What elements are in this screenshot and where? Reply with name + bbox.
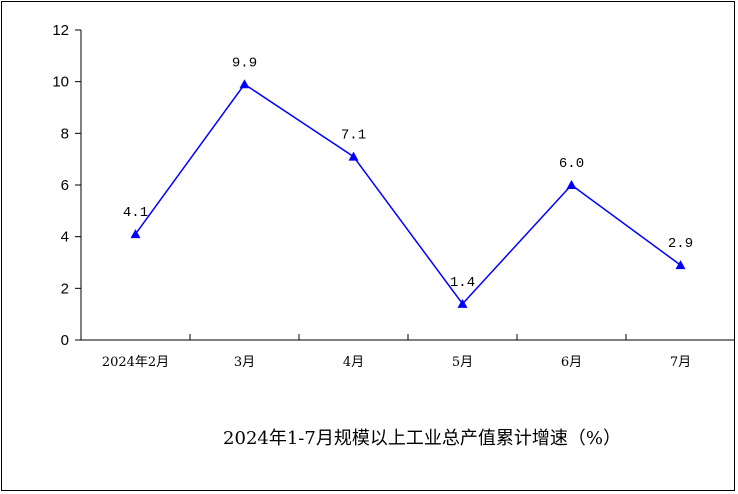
data-point-marker (130, 229, 141, 239)
data-label: 6.0 (559, 156, 584, 172)
category-label: 2024年2月 (102, 355, 169, 370)
y-tick-label: 0 (61, 332, 69, 349)
category-label: 5月 (452, 355, 473, 370)
chart-title: 2024年1-7月规模以上工业总产值累计增速（%） (223, 428, 621, 449)
data-point-marker (457, 298, 468, 308)
data-label: 1.4 (450, 275, 475, 291)
data-point-marker (348, 151, 359, 161)
data-point-marker (675, 260, 686, 270)
data-labels: 4.1 9.9 7.1 1.4 6.0 2.9 (123, 55, 693, 291)
axes (75, 29, 735, 341)
category-label: 3月 (234, 355, 255, 370)
data-label: 7.1 (341, 128, 366, 144)
category-labels: 2024年2月 3月 4月 5月 6月 7月 (102, 355, 691, 370)
category-label: 6月 (561, 355, 582, 370)
y-tick-label: 8 (61, 125, 69, 142)
series-line (134, 83, 681, 306)
y-tick-label: 12 (52, 22, 69, 39)
data-label: 2.9 (668, 236, 693, 252)
y-tick-label: 6 (61, 177, 69, 194)
data-label: 4.1 (123, 205, 148, 221)
data-point-marker (566, 180, 577, 189)
y-tick-label: 4 (61, 229, 69, 246)
category-label: 7月 (670, 355, 691, 370)
y-tick-label: 2 (61, 280, 69, 297)
y-tick-label: 10 (52, 74, 69, 91)
data-point-marker (239, 79, 250, 89)
data-label: 9.9 (232, 55, 257, 71)
series-group (130, 79, 686, 308)
category-label: 4月 (343, 355, 364, 370)
y-tick-labels: 0 2 4 6 8 10 12 (52, 22, 69, 349)
